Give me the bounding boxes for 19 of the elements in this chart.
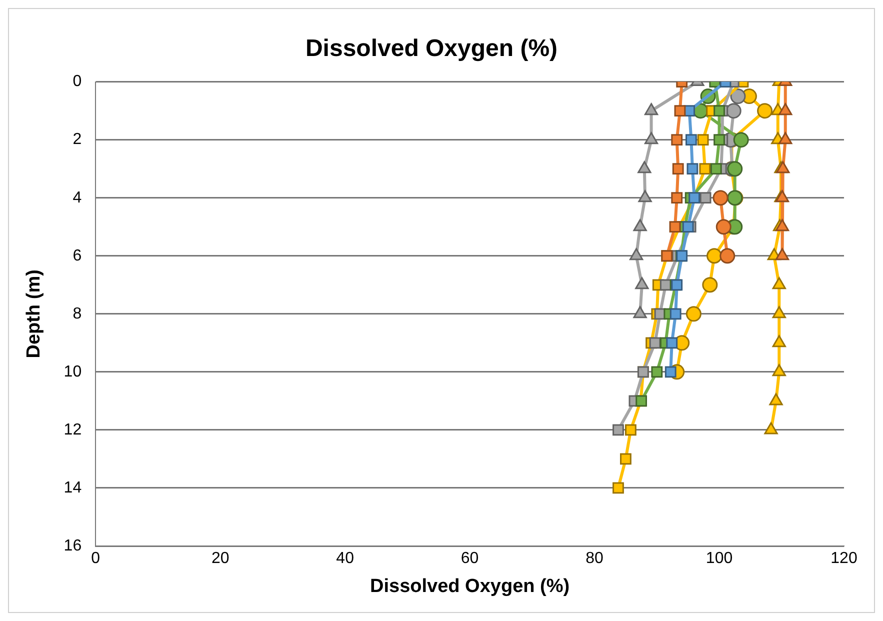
y-tick-label: 6	[72, 247, 82, 264]
x-tick-label: 120	[830, 550, 858, 568]
x-tick-label: 60	[460, 550, 479, 568]
y-tick-label: 2	[72, 131, 82, 148]
x-tick-label: 0	[91, 550, 100, 568]
x-tick-label: 40	[336, 550, 354, 568]
x-axis-title: Dissolved Oxygen (%)	[370, 576, 570, 597]
x-tick-label: 80	[586, 550, 604, 568]
x-tick-label: 20	[211, 550, 230, 568]
x-tick-label: 100	[706, 550, 733, 568]
y-tick-label: 0	[72, 73, 82, 90]
y-tick-label: 8	[72, 305, 82, 322]
y-tick-label: 14	[64, 479, 82, 496]
y-axis-title: Depth (m)	[24, 270, 45, 358]
y-tick-label: 10	[64, 363, 82, 380]
y-tick-label: 12	[64, 421, 82, 438]
y-tick-label: 4	[72, 189, 82, 206]
y-tick-label: 16	[64, 537, 82, 554]
chart-title: Dissolved Oxygen (%)	[305, 35, 558, 62]
